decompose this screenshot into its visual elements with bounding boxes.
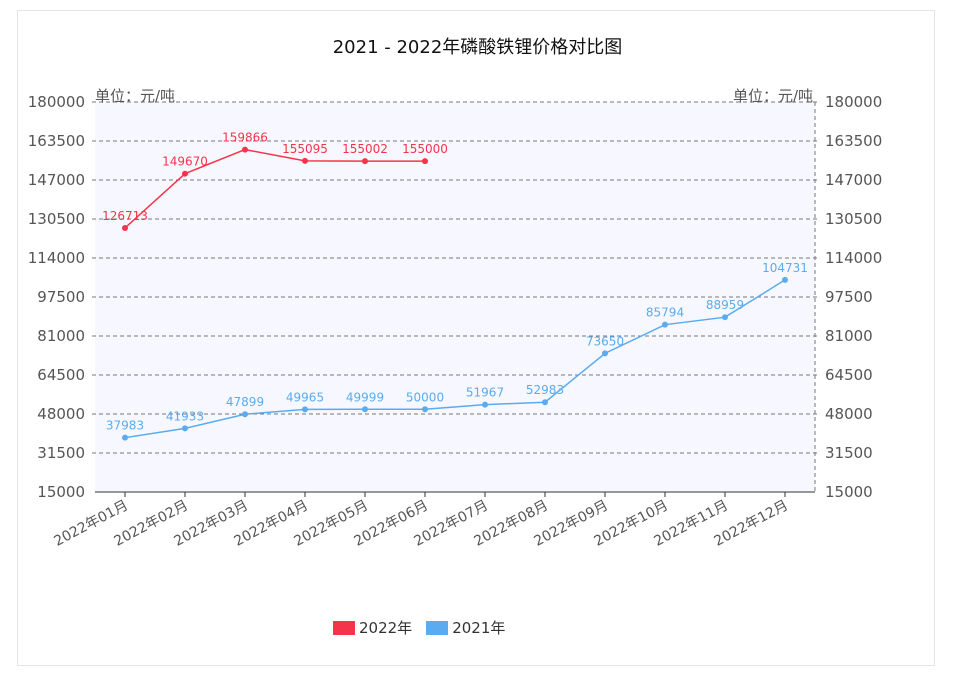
y-tick-label-right: 81000: [825, 327, 873, 345]
y-tick-label-right: 180000: [825, 93, 882, 111]
data-point[interactable]: [362, 406, 368, 413]
y-tick-label-left: 81000: [37, 327, 85, 345]
data-point[interactable]: [722, 314, 728, 321]
data-label: 104731: [762, 261, 808, 275]
y-tick-label-left: 180000: [28, 93, 85, 111]
data-point[interactable]: [302, 406, 308, 413]
data-point[interactable]: [242, 146, 248, 153]
series-1: 37983 41933 47899 49965 49999 50000 51967 52983…: [106, 261, 808, 441]
data-label: 155095: [282, 142, 328, 156]
data-label: 50000: [406, 390, 444, 404]
data-label: 49965: [286, 390, 324, 404]
y-tick-label-right: 114000: [825, 249, 882, 267]
series-line: [124, 148, 426, 229]
data-label: 41933: [166, 409, 204, 423]
y-tick-label-left: 163500: [28, 132, 85, 150]
series-0: 126713 149670 159866 155095 155002 155000: [102, 131, 448, 231]
legend-label-2022: 2022年: [359, 619, 413, 637]
data-label: 73650: [586, 334, 624, 348]
y-tick-label-left: 97500: [37, 288, 85, 306]
y-tick-label-left: 147000: [28, 171, 85, 189]
data-point[interactable]: [602, 350, 608, 357]
legend-label-2021: 2021年: [452, 619, 506, 637]
legend-swatch-2022: [333, 620, 355, 635]
data-label: 126713: [102, 209, 148, 223]
y-tick-label-right: 15000: [825, 483, 873, 501]
y-tick-label-right: 31500: [825, 444, 873, 462]
data-point[interactable]: [122, 224, 128, 231]
legend-item-2021[interactable]: 2021年: [426, 617, 505, 638]
series-line: [124, 279, 786, 439]
y-tick-label-right: 163500: [825, 132, 882, 150]
y-tick-label-left: 15000: [37, 483, 85, 501]
data-point[interactable]: [182, 425, 188, 432]
legend: 2022年 2021年: [333, 617, 519, 638]
y-tick-label-left: 64500: [37, 366, 85, 384]
y-tick-label-left: 114000: [28, 249, 85, 267]
data-point[interactable]: [422, 406, 428, 413]
unit-label-right: 单位：元/吨: [733, 87, 813, 105]
data-label: 88959: [706, 298, 744, 312]
y-tick-label-left: 130500: [28, 210, 85, 228]
data-point[interactable]: [182, 170, 188, 177]
data-label: 155000: [402, 142, 448, 156]
data-label: 52983: [526, 383, 564, 397]
unit-label-left: 单位：元/吨: [95, 87, 175, 105]
data-label: 159866: [222, 131, 268, 145]
data-point[interactable]: [302, 157, 308, 164]
data-point[interactable]: [122, 434, 128, 441]
y-tick-label-right: 48000: [825, 405, 873, 423]
y-tick-label-right: 64500: [825, 366, 873, 384]
data-label: 47899: [226, 395, 264, 409]
data-label: 51967: [466, 386, 504, 400]
data-point[interactable]: [422, 158, 428, 165]
data-point[interactable]: [362, 158, 368, 165]
data-label: 37983: [106, 419, 144, 433]
data-point[interactable]: [242, 411, 248, 418]
data-label: 155002: [342, 142, 388, 156]
y-tick-label-right: 97500: [825, 288, 873, 306]
data-label: 85794: [646, 306, 684, 320]
y-tick-label-left: 31500: [37, 444, 85, 462]
data-point[interactable]: [542, 399, 548, 406]
y-tick-label-left: 48000: [37, 405, 85, 423]
legend-swatch-2021: [426, 620, 449, 635]
data-point[interactable]: [482, 401, 488, 408]
data-label: 49999: [346, 390, 384, 404]
y-tick-label-right: 130500: [825, 210, 882, 228]
data-label: 149670: [162, 155, 208, 169]
data-point[interactable]: [662, 321, 668, 328]
y-tick-label-right: 147000: [825, 171, 882, 189]
legend-item-2022[interactable]: 2022年: [333, 617, 412, 638]
chart-title: 2021 - 2022年磷酸铁锂价格对比图: [332, 37, 623, 58]
data-point[interactable]: [782, 276, 788, 283]
